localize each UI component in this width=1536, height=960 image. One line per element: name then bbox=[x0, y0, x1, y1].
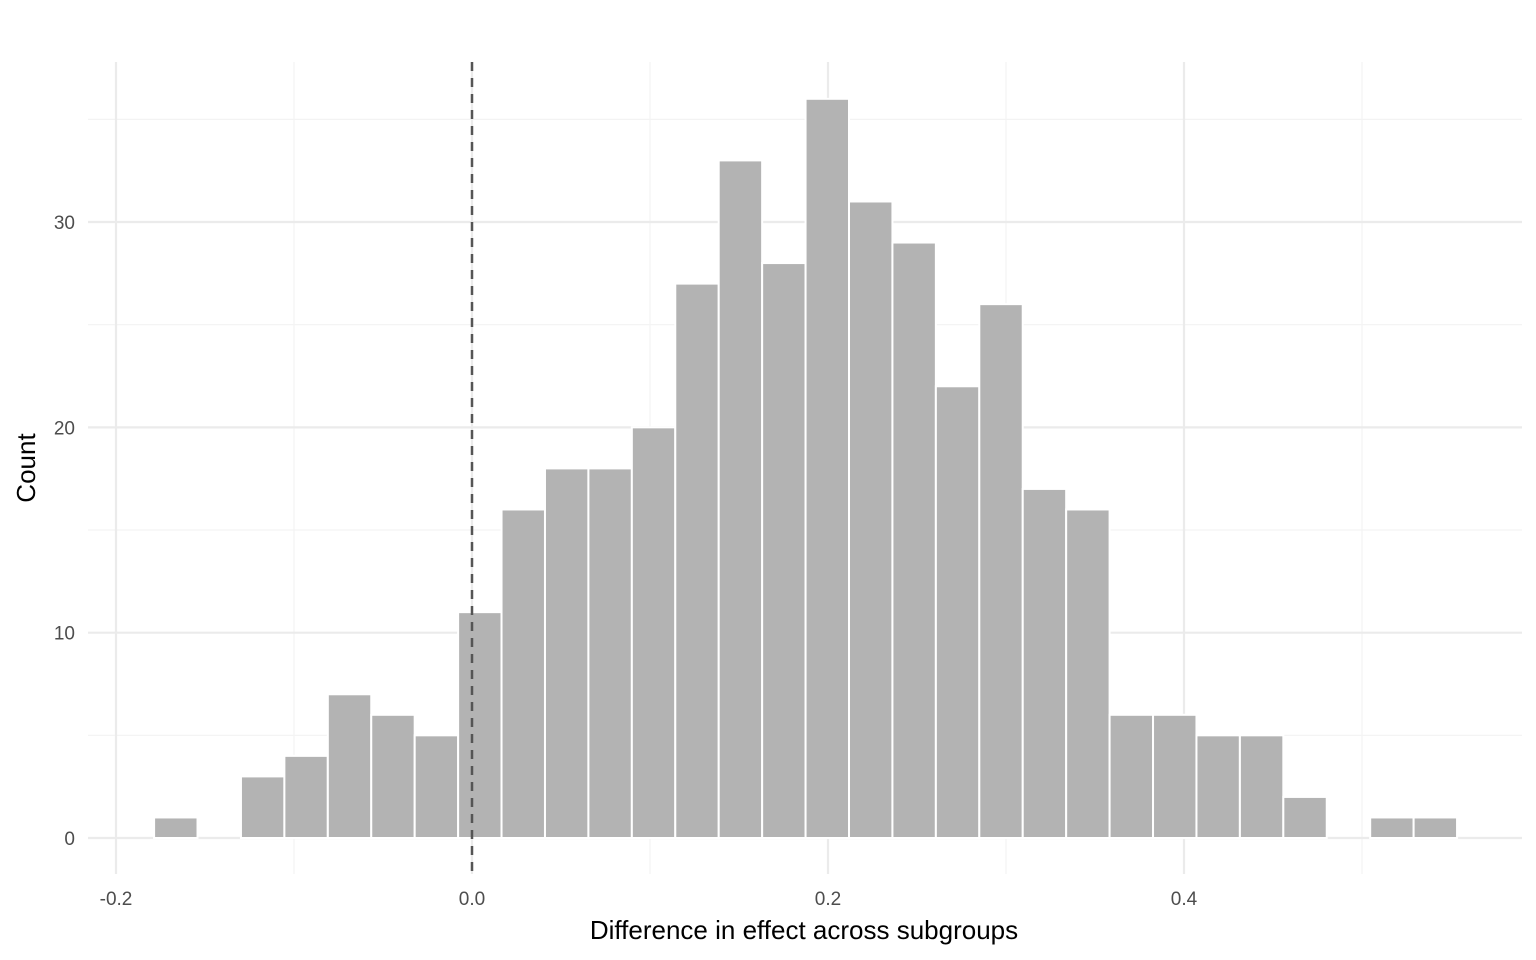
histogram-bar-17 bbox=[891, 241, 937, 839]
histogram-bar-16 bbox=[848, 200, 894, 840]
histogram-bar-20 bbox=[1021, 487, 1068, 839]
histogram-bar-14 bbox=[761, 262, 807, 839]
y-tick-label: 0 bbox=[64, 829, 75, 850]
histogram-bar-2 bbox=[239, 775, 286, 839]
y-tick-label: 20 bbox=[54, 418, 75, 439]
histogram-bar-25 bbox=[1238, 734, 1285, 840]
histogram-bar-13 bbox=[717, 159, 764, 839]
x-axis-title: Difference in effect across subgroups bbox=[590, 915, 1018, 945]
histogram-bar-29 bbox=[1412, 816, 1459, 839]
y-axis-tick-labels: 0 10 20 30 bbox=[54, 213, 75, 850]
histogram-bar-21 bbox=[1065, 508, 1111, 839]
x-tick-label: 0.2 bbox=[815, 889, 841, 910]
histogram-bar-7 bbox=[457, 611, 503, 840]
histogram-bar-18 bbox=[934, 385, 981, 839]
histogram-bar-22 bbox=[1108, 713, 1155, 839]
histogram-bar-4 bbox=[326, 693, 373, 839]
histogram-bar-5 bbox=[370, 713, 416, 839]
histogram-bar-23 bbox=[1152, 713, 1198, 839]
histogram-bar-10 bbox=[587, 467, 633, 839]
histogram-bar-12 bbox=[674, 282, 720, 839]
histogram-bar-9 bbox=[543, 467, 590, 839]
histogram-bar-11 bbox=[630, 426, 677, 839]
histogram-bar-24 bbox=[1195, 734, 1241, 840]
histogram-bar-0 bbox=[153, 816, 199, 839]
x-tick-label: 0.4 bbox=[1171, 889, 1198, 910]
histogram-bar-3 bbox=[283, 754, 329, 839]
y-tick-label: 30 bbox=[54, 213, 75, 234]
y-tick-label: 10 bbox=[54, 624, 75, 645]
histogram-bar-6 bbox=[413, 734, 460, 840]
x-tick-label: 0.0 bbox=[459, 889, 485, 910]
y-axis-title: Count bbox=[11, 433, 41, 503]
histogram-bars bbox=[153, 97, 1459, 840]
histogram-bar-26 bbox=[1282, 795, 1328, 840]
histogram-bar-28 bbox=[1369, 816, 1415, 839]
histogram-bar-15 bbox=[804, 97, 851, 839]
histogram-bar-8 bbox=[500, 508, 546, 839]
x-tick-label: -0.2 bbox=[100, 889, 133, 910]
x-axis-tick-labels: -0.2 0.0 0.2 0.4 bbox=[100, 889, 1198, 910]
histogram-bar-19 bbox=[978, 303, 1024, 839]
